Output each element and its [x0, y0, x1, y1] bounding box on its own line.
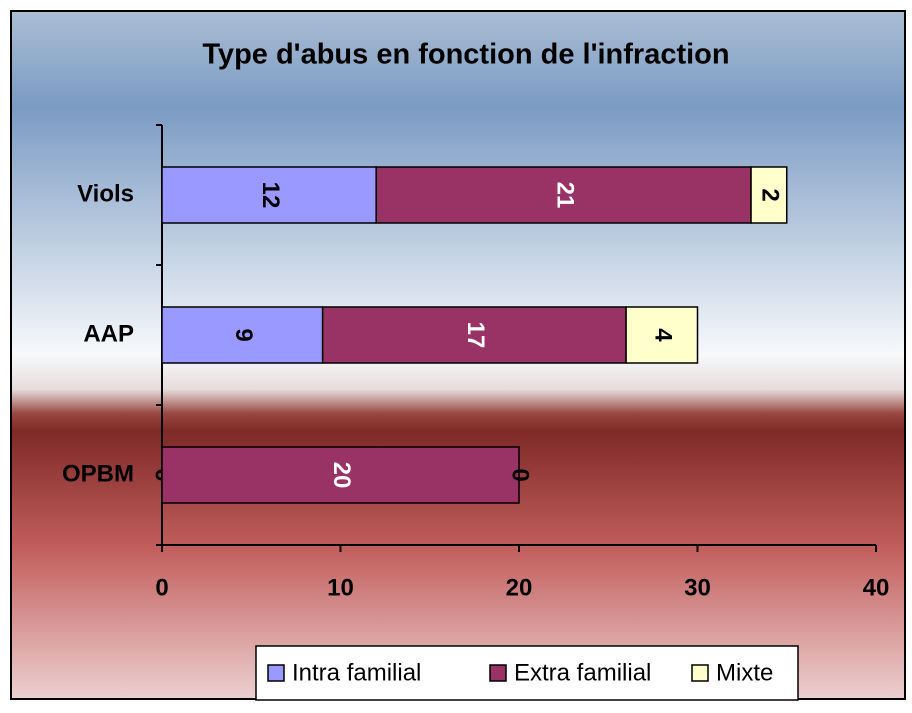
x-tick-label: 10 [327, 574, 354, 601]
legend-label: Mixte [716, 659, 773, 686]
legend-label: Intra familial [292, 659, 421, 686]
bar-segment [625, 306, 699, 364]
data-label: 9 [230, 328, 257, 341]
data-label: 12 [257, 182, 284, 209]
legend-swatch [691, 664, 709, 682]
data-label: 0 [507, 468, 534, 481]
x-tick-label: 20 [506, 574, 533, 601]
bar-segment [161, 446, 520, 504]
bar-segment [161, 306, 324, 364]
chart-title: Type d'abus en fonction de l'infraction [202, 39, 729, 71]
bar-segment [321, 306, 627, 364]
data-label: 17 [462, 322, 489, 349]
legend-swatch [267, 664, 285, 682]
data-label: 21 [551, 182, 578, 209]
x-tick-label: 30 [684, 574, 711, 601]
data-label: 2 [757, 188, 784, 201]
x-tick-label: 0 [155, 574, 168, 601]
y-tick-label: Viols [77, 180, 134, 207]
bar-segment [375, 166, 752, 224]
x-tick-label: 40 [863, 574, 890, 601]
bar-segment [750, 166, 788, 224]
data-label: 4 [649, 328, 676, 342]
y-tick-label: OPBM [62, 460, 134, 487]
legend-label: Extra familial [514, 659, 651, 686]
data-label: 20 [328, 462, 355, 489]
legend-swatch [489, 664, 507, 682]
y-tick-label: AAP [83, 320, 134, 347]
